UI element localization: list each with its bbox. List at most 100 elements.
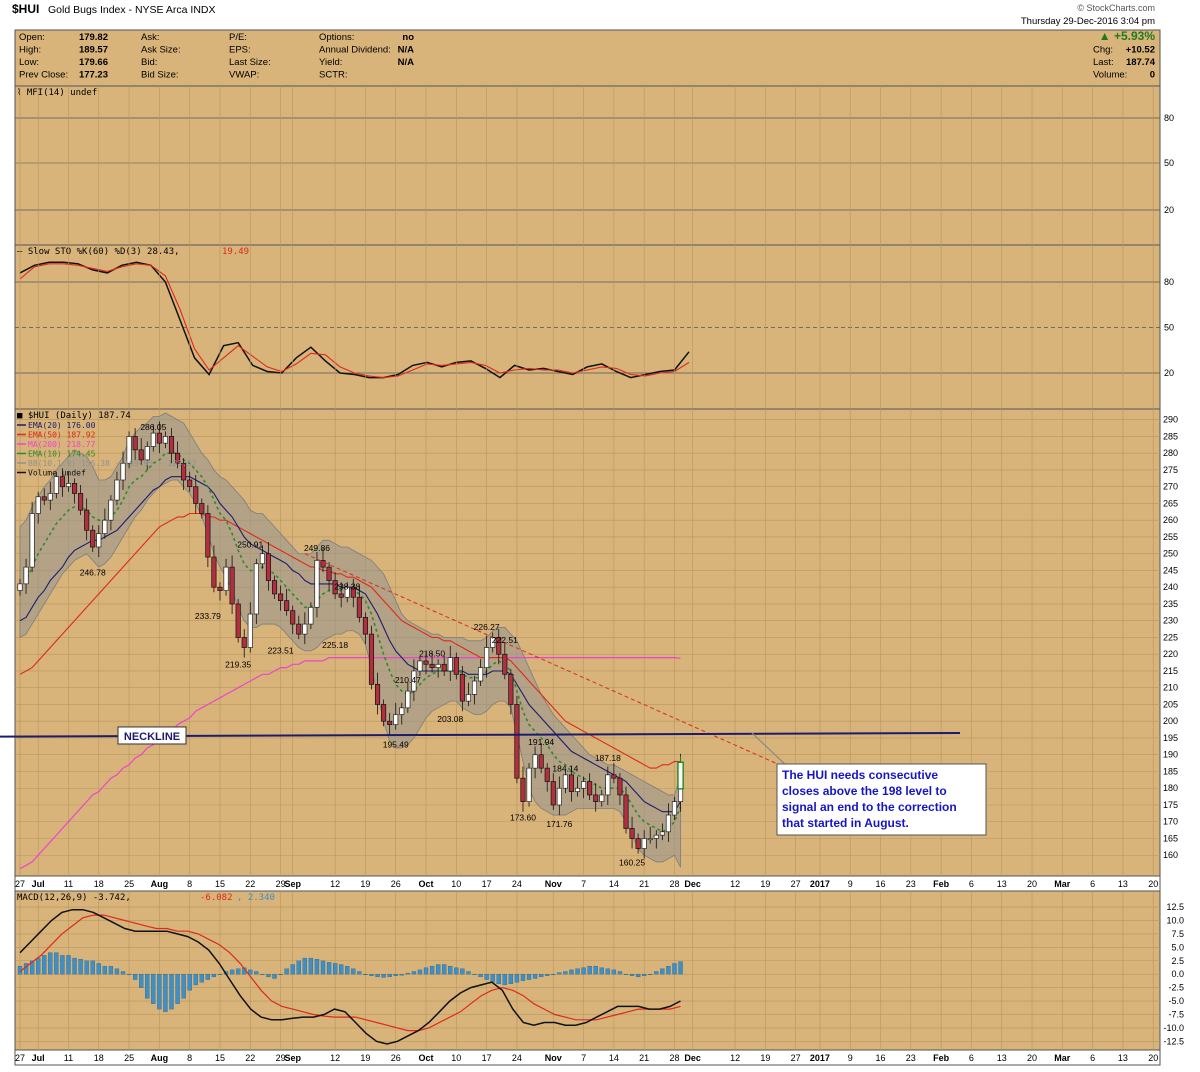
candle-down — [71, 483, 78, 494]
candle — [211, 545, 217, 593]
macd-hist-bar — [272, 974, 277, 979]
candle — [453, 652, 459, 680]
legend-label: Volume undef — [28, 469, 86, 478]
candle — [132, 428, 138, 460]
candle — [356, 585, 362, 623]
candle — [168, 428, 175, 464]
macd-hist-bar — [314, 958, 320, 975]
candle — [162, 431, 168, 449]
x-tick-label: Jul — [32, 1053, 45, 1063]
candle — [574, 776, 581, 797]
candle — [332, 572, 338, 599]
x-tick-label: 16 — [876, 879, 886, 889]
macd-hist-bar — [599, 967, 604, 975]
x-tick-label: 22 — [245, 1053, 255, 1063]
stat-label: Prev Close: — [19, 70, 68, 81]
candle-down — [278, 593, 284, 601]
x-tick-label: 17 — [482, 1053, 492, 1063]
x-tick-label: 13 — [1118, 879, 1128, 889]
macd-hist-bar — [405, 972, 410, 975]
macd-hist-bar — [126, 974, 132, 975]
candle-down — [423, 660, 429, 665]
x-tick-label: 11 — [64, 1053, 73, 1063]
candle-up — [677, 761, 684, 790]
candle-up — [308, 606, 314, 625]
candle — [205, 505, 211, 568]
candle-up — [471, 680, 478, 695]
candle-up — [314, 560, 320, 608]
candle-down — [211, 556, 217, 588]
x-tick-label: 29 — [276, 879, 286, 889]
x-tick-label: 8 — [187, 879, 192, 889]
candle-down — [326, 566, 332, 581]
x-tick-label: 27 — [15, 879, 25, 889]
candle-up — [344, 586, 350, 598]
macd-hist-bar — [605, 968, 610, 975]
candle — [302, 612, 308, 645]
macd-hist-bar — [557, 972, 562, 975]
callout: The HUI needs consecutive closes above th… — [751, 732, 987, 836]
price-annotation: 187.18 — [595, 753, 621, 763]
candle — [465, 682, 471, 707]
x-tick-label: 20 — [1027, 879, 1037, 889]
x-tick-label: 19 — [360, 1053, 370, 1063]
macd-hist-bar — [332, 963, 338, 975]
macd-hist-bar — [563, 971, 568, 975]
candle — [405, 682, 411, 713]
price-tick-label: 240 — [1163, 582, 1178, 592]
x-tick-label: 28 — [669, 879, 679, 889]
price-tick-label: 250 — [1163, 549, 1178, 559]
x-tick-label: 18 — [94, 1053, 104, 1063]
stat-label: Last: — [1093, 57, 1114, 68]
candle-down — [265, 553, 272, 581]
candle-up — [532, 754, 538, 769]
candle-down — [187, 479, 193, 488]
x-tick-label: Nov — [545, 879, 562, 889]
candle — [435, 659, 441, 678]
candle-down — [568, 774, 575, 792]
price-annotation: 286.05 — [140, 422, 166, 432]
macd-hist-bar — [151, 974, 156, 1004]
candle — [102, 508, 108, 539]
stat-label: VWAP: — [229, 70, 259, 81]
candle-down — [241, 637, 247, 648]
macd-hist-bar — [54, 952, 59, 975]
candle — [156, 421, 162, 454]
candle-up — [399, 707, 405, 715]
callout-text: closes above the 198 level to — [782, 784, 947, 798]
symbol-name: Gold Bugs Index - NYSE Arca INDX — [48, 4, 216, 16]
candle — [605, 766, 611, 805]
candle — [126, 431, 132, 469]
price-tick-label: 280 — [1163, 448, 1178, 458]
price-annotation: 173.60 — [510, 813, 536, 823]
candle — [587, 773, 593, 800]
candle-up — [65, 483, 72, 488]
candle — [114, 471, 120, 506]
price-tick-label: 180 — [1163, 783, 1178, 793]
macd-hist-bar — [593, 965, 598, 975]
candle-down — [84, 509, 90, 531]
macd-hist-bar — [569, 969, 574, 975]
macd-hist-bar — [442, 964, 447, 975]
candle-up — [405, 690, 411, 709]
x-tick-label: Sep — [284, 1053, 301, 1063]
candle — [278, 585, 284, 611]
candle-down — [332, 580, 338, 595]
candle-down — [381, 704, 387, 722]
macd-hist-bar — [466, 971, 471, 975]
macd-hist-bar — [290, 964, 295, 975]
x-tick-label: 27 — [791, 879, 801, 889]
candle-down — [193, 486, 199, 504]
price-annotation: 223.51 — [268, 645, 294, 655]
axis2-bg — [14, 1049, 1161, 1066]
candle — [538, 743, 544, 774]
price-tick-label: 160 — [1163, 850, 1178, 860]
mfi-tick-label: 80 — [1164, 113, 1174, 123]
candle — [241, 629, 247, 658]
macd-panel: 12.5 10.0 7.5 5.0 2.5 0.0 -2.5 -5.0 -7.5 -10.0 -12… — [15, 893, 1184, 1046]
x-tick-label: 24 — [512, 1053, 522, 1063]
candle-down — [132, 436, 138, 451]
